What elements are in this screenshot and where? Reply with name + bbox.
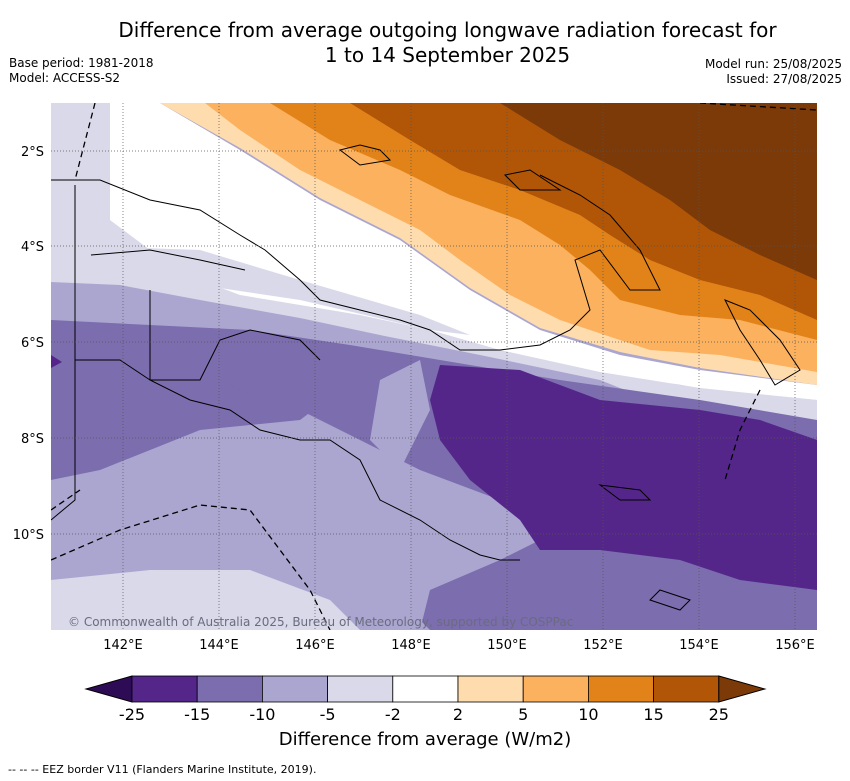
lon-tick-labels: 142°E 144°E 146°E 148°E 150°E 152°E 154°… xyxy=(103,638,815,653)
gridlines xyxy=(51,103,817,630)
base-period: Base period: 1981-2018 xyxy=(9,56,154,70)
lat-tick: 2°S xyxy=(21,145,44,160)
colorbar-segment xyxy=(131,675,198,703)
anomaly-field: © Commonwealth of Australia 2025, Bureau… xyxy=(51,103,817,630)
colorbar-label: 15 xyxy=(643,705,663,724)
chart-title: Difference from average outgoing longwav… xyxy=(0,18,850,68)
issued-date: Issued: 27/08/2025 xyxy=(726,72,842,86)
title-line-1: Difference from average outgoing longwav… xyxy=(118,18,777,42)
band-neutral xyxy=(110,103,817,400)
copyright-text: © Commonwealth of Australia 2025, Bureau… xyxy=(68,615,573,629)
colorbar-label: -15 xyxy=(184,705,210,724)
lat-tick: 8°S xyxy=(21,432,44,447)
colorbar-segment xyxy=(392,675,459,703)
lat-tick-labels: 2°S 4°S 6°S 8°S 10°S xyxy=(13,145,44,543)
colorbar-label: 25 xyxy=(709,705,729,724)
model-run: Model run: 25/08/2025 xyxy=(704,57,842,71)
colorbar-segment xyxy=(457,675,524,703)
colorbar-arrow-high xyxy=(718,675,767,703)
lon-tick: 152°E xyxy=(583,638,623,653)
band-above-25 xyxy=(500,103,817,280)
lon-tick: 156°E xyxy=(775,638,815,653)
colorbar-label: 2 xyxy=(453,705,463,724)
colorbar-segments xyxy=(84,675,767,703)
lon-tick: 146°E xyxy=(295,638,335,653)
model-name: Model: ACCESS-S2 xyxy=(9,71,121,85)
colorbar-title: Difference from average (W/m2) xyxy=(278,729,572,750)
colorbar-segment xyxy=(588,675,655,703)
lon-tick: 154°E xyxy=(679,638,719,653)
lon-tick: 142°E xyxy=(103,638,143,653)
colorbar-label: -5 xyxy=(320,705,336,724)
colorbar-label: 10 xyxy=(578,705,598,724)
lon-tick: 148°E xyxy=(391,638,431,653)
colorbar-segment xyxy=(327,675,394,703)
colorbar-segment xyxy=(522,675,589,703)
lon-tick: 144°E xyxy=(199,638,239,653)
coastlines xyxy=(51,144,801,611)
lat-tick: 10°S xyxy=(13,528,44,543)
meta-left: Base period: 1981-2018 Model: ACCESS-S2 xyxy=(9,56,154,86)
colorbar-segment xyxy=(653,675,720,703)
colorbar-arrow-low xyxy=(84,675,133,703)
lat-tick: 4°S xyxy=(21,240,44,255)
colorbar-segment xyxy=(196,675,263,703)
colorbar-labels: -25 -15 -10 -5 -2 2 5 10 15 25 xyxy=(119,705,729,724)
lat-tick: 6°S xyxy=(21,336,44,351)
eez-footnote: -- -- -- EEZ border V11 (Flanders Marine… xyxy=(8,763,317,776)
colorbar-label: -2 xyxy=(385,705,401,724)
title-line-2: 1 to 14 September 2025 xyxy=(324,43,571,67)
colorbar-label: -10 xyxy=(249,705,275,724)
lon-tick: 150°E xyxy=(487,638,527,653)
meta-right: Model run: 25/08/2025 Issued: 27/08/2025 xyxy=(705,57,842,87)
colorbar-segment xyxy=(261,675,328,703)
eez-borders xyxy=(51,103,817,630)
colorbar-label: -25 xyxy=(119,705,145,724)
colorbar-label: 5 xyxy=(518,705,528,724)
